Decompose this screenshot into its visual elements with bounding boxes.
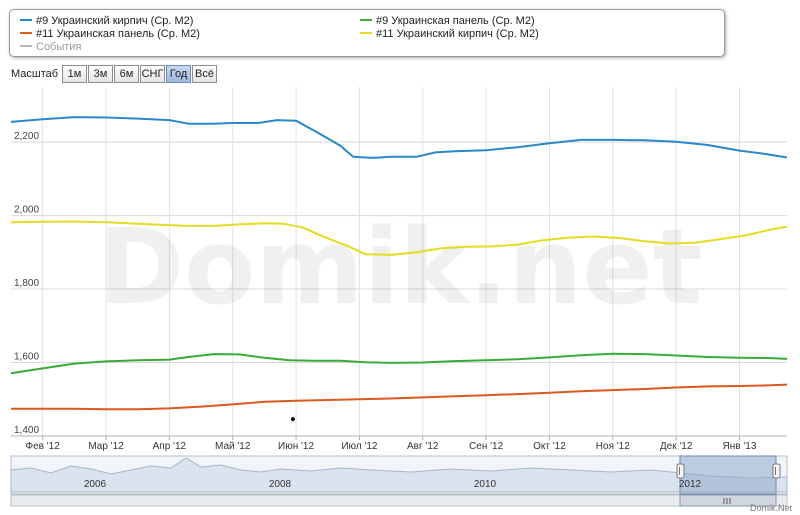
x-tick-label: Янв '13 (723, 441, 757, 452)
event-markers (290, 417, 295, 422)
chart: Domik.net 1,400 1,600 1,800 2,000 2,200 Фев … (10, 87, 788, 507)
navigator-scrollbar-thumb[interactable] (679, 494, 777, 507)
zoom-1m-button[interactable]: 1м (62, 65, 87, 83)
y-tick-label: 1,600 (14, 352, 39, 363)
x-tick-label: Июн '12 (278, 441, 314, 452)
y-tick-label: 1,800 (14, 278, 39, 289)
legend-swatch (20, 32, 32, 35)
watermark-text: Domik.net (98, 206, 703, 328)
x-tick-label: Фев '12 (26, 441, 61, 452)
navigator-selection[interactable] (679, 455, 777, 495)
legend-item-events[interactable]: События (20, 41, 81, 54)
zoom-label: Масштаб (11, 68, 59, 80)
navigator[interactable]: 2006 2008 2010 2012 (10, 455, 788, 507)
x-tick-label: Окт '12 (533, 441, 566, 452)
series-line-0 (10, 116, 788, 159)
legend-label: #9 Украинская панель (Ср. М2) (376, 15, 535, 27)
legend-item-brick-9[interactable]: #9 Украинский кирпич (Ср. М2) (20, 15, 193, 28)
x-tick-label: Сен '12 (469, 441, 504, 452)
legend: #9 Украинский кирпич (Ср. М2) #9 Украинс… (9, 9, 725, 57)
x-tick-label: Мар '12 (88, 441, 124, 452)
series-line-3 (11, 383, 788, 411)
plot-background (11, 87, 787, 436)
x-tick-label: Ноя '12 (596, 441, 630, 452)
legend-label: #9 Украинский кирпич (Ср. М2) (36, 15, 194, 27)
legend-label: События (36, 41, 82, 53)
y-tick-label: 1,400 (14, 425, 39, 436)
x-tick-label: Апр '12 (153, 441, 187, 452)
series-line-1 (10, 220, 788, 256)
legend-swatch (20, 19, 32, 22)
legend-swatch (360, 19, 372, 22)
y-tick-label: 2,000 (14, 205, 39, 216)
legend-label: #11 Украинская панель (Ср. М2) (36, 28, 200, 40)
navigator-year-label: 2012 (679, 479, 702, 490)
legend-item-panel-11[interactable]: #11 Украинская панель (Ср. М2) (20, 28, 200, 41)
navigator-scrollbar-track[interactable] (10, 494, 788, 507)
zoom-3m-button[interactable]: 3м (88, 65, 113, 83)
zoom-year-button[interactable]: Год (166, 65, 191, 83)
x-tick-label: Авг '12 (407, 441, 439, 452)
navigator-handle[interactable] (772, 463, 781, 479)
series-line-2 (10, 352, 788, 375)
legend-label: #11 Украинский кирпич (Ср. М2) (376, 28, 539, 40)
zoom-all-button[interactable]: Всё (192, 65, 217, 83)
plot-area (11, 87, 787, 436)
navigator-year-label: 2010 (474, 479, 497, 490)
legend-item-panel-9[interactable]: #9 Украинская панель (Ср. М2) (360, 15, 535, 28)
navigator-series (10, 457, 788, 493)
x-axis: Фев '12 Мар '12 Апр '12 Май '12 Июн '12 Июл '… (11, 435, 787, 452)
x-tick-label: Июл '12 (341, 441, 378, 452)
y-axis-tick-labels: 1,400 1,600 1,800 2,000 2,200 (14, 131, 39, 436)
x-tick-label: Май '12 (215, 441, 251, 452)
navigator-handle[interactable] (676, 463, 685, 479)
legend-item-brick-11[interactable]: #11 Украинский кирпич (Ср. М2) (360, 28, 539, 41)
navigator-year-label: 2008 (269, 479, 292, 490)
y-tick-label: 2,200 (14, 131, 39, 142)
legend-swatch (20, 45, 32, 48)
brand-label: Domik.Net (749, 503, 792, 513)
zoom-6m-button[interactable]: 6м (114, 65, 139, 83)
zoom-ytd-button[interactable]: СНГ (140, 65, 165, 83)
event-marker[interactable] (290, 417, 295, 422)
legend-swatch (360, 32, 372, 35)
navigator-year-label: 2006 (84, 479, 107, 490)
series-lines (10, 116, 788, 411)
x-tick-label: Дек '12 (660, 441, 693, 452)
